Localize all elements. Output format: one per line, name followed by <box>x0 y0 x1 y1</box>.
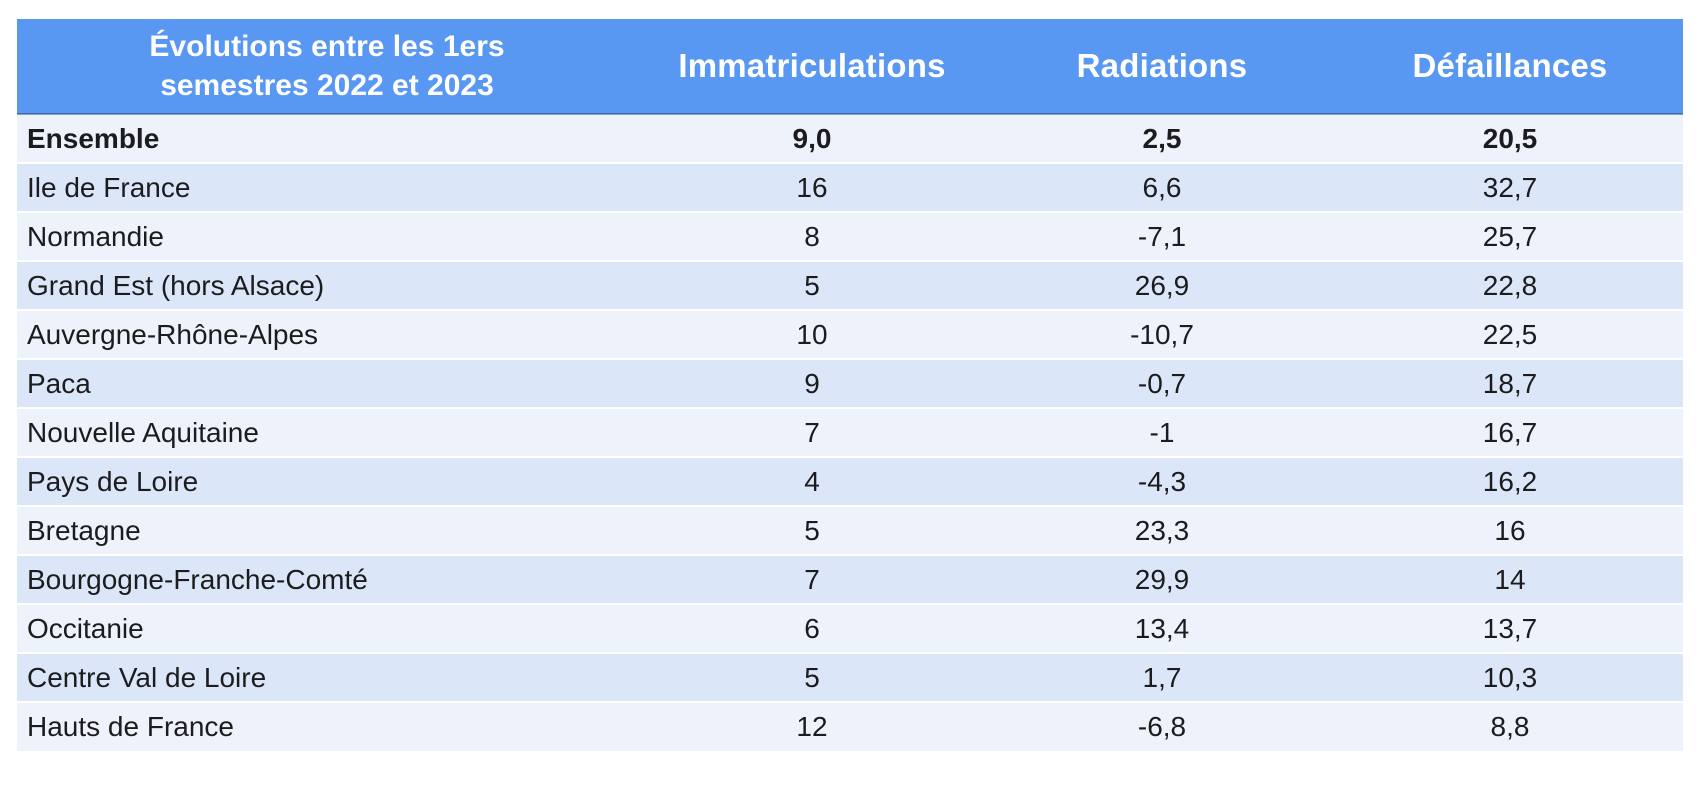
table-title: Évolutions entre les 1ers semestres 2022… <box>17 19 637 115</box>
value-cell: -1 <box>987 408 1337 458</box>
value-cell: 13,4 <box>987 604 1337 654</box>
region-label: Bretagne <box>17 506 637 556</box>
value-cell: 8,8 <box>1337 702 1683 751</box>
table-row: Paca 9 -0,7 18,7 <box>17 359 1683 409</box>
region-label: Hauts de France <box>17 702 637 751</box>
column-header-immatriculations: Immatriculations <box>637 19 987 115</box>
table-row: Grand Est (hors Alsace) 5 26,9 22,8 <box>17 261 1683 311</box>
value-cell: 9,0 <box>637 114 987 164</box>
value-cell: 12 <box>637 702 987 751</box>
value-cell: 23,3 <box>987 506 1337 556</box>
value-cell: -4,3 <box>987 457 1337 507</box>
region-label: Centre Val de Loire <box>17 653 637 703</box>
value-cell: 10 <box>637 310 987 360</box>
value-cell: 32,7 <box>1337 163 1683 213</box>
table-row: Occitanie 6 13,4 13,7 <box>17 604 1683 654</box>
table-row: Nouvelle Aquitaine 7 -1 16,7 <box>17 408 1683 458</box>
value-cell: -6,8 <box>987 702 1337 751</box>
table-row: Bretagne 5 23,3 16 <box>17 506 1683 556</box>
value-cell: 20,5 <box>1337 114 1683 164</box>
region-label: Normandie <box>17 212 637 262</box>
value-cell: 16,7 <box>1337 408 1683 458</box>
value-cell: 26,9 <box>987 261 1337 311</box>
value-cell: 16,2 <box>1337 457 1683 507</box>
value-cell: 22,5 <box>1337 310 1683 360</box>
table-row: Bourgogne-Franche-Comté 7 29,9 14 <box>17 555 1683 605</box>
value-cell: 5 <box>637 261 987 311</box>
value-cell: 10,3 <box>1337 653 1683 703</box>
value-cell: 18,7 <box>1337 359 1683 409</box>
value-cell: 1,7 <box>987 653 1337 703</box>
table-row: Hauts de France 12 -6,8 8,8 <box>17 702 1683 751</box>
value-cell: 5 <box>637 506 987 556</box>
table-row: Pays de Loire 4 -4,3 16,2 <box>17 457 1683 507</box>
value-cell: 29,9 <box>987 555 1337 605</box>
value-cell: 16 <box>1337 506 1683 556</box>
value-cell: -7,1 <box>987 212 1337 262</box>
value-cell: 2,5 <box>987 114 1337 164</box>
value-cell: 4 <box>637 457 987 507</box>
evolution-table: Évolutions entre les 1ers semestres 2022… <box>17 19 1683 751</box>
region-label: Ensemble <box>17 114 637 164</box>
region-label: Bourgogne-Franche-Comté <box>17 555 637 605</box>
value-cell: 7 <box>637 555 987 605</box>
region-label: Ile de France <box>17 163 637 213</box>
region-label: Nouvelle Aquitaine <box>17 408 637 458</box>
table-row: Ile de France 16 6,6 32,7 <box>17 163 1683 213</box>
column-header-defaillances: Défaillances <box>1337 19 1683 115</box>
value-cell: 9 <box>637 359 987 409</box>
table-title-text: Évolutions entre les 1ers semestres 2022… <box>149 30 505 102</box>
region-label: Pays de Loire <box>17 457 637 507</box>
table-row: Centre Val de Loire 5 1,7 10,3 <box>17 653 1683 703</box>
value-cell: 14 <box>1337 555 1683 605</box>
table-header-row: Évolutions entre les 1ers semestres 2022… <box>17 19 1683 115</box>
table-row: Ensemble 9,0 2,5 20,5 <box>17 114 1683 164</box>
column-header-radiations: Radiations <box>987 19 1337 115</box>
region-label: Grand Est (hors Alsace) <box>17 261 637 311</box>
evolution-table-container: Évolutions entre les 1ers semestres 2022… <box>17 19 1683 751</box>
value-cell: 8 <box>637 212 987 262</box>
value-cell: -10,7 <box>987 310 1337 360</box>
value-cell: 25,7 <box>1337 212 1683 262</box>
value-cell: 22,8 <box>1337 261 1683 311</box>
region-label: Occitanie <box>17 604 637 654</box>
region-label: Auvergne-Rhône-Alpes <box>17 310 637 360</box>
value-cell: 5 <box>637 653 987 703</box>
table-body: Ensemble 9,0 2,5 20,5 Ile de France 16 6,6 32,7… <box>17 114 1683 751</box>
value-cell: -0,7 <box>987 359 1337 409</box>
value-cell: 6,6 <box>987 163 1337 213</box>
value-cell: 16 <box>637 163 987 213</box>
table-row: Normandie 8 -7,1 25,7 <box>17 212 1683 262</box>
value-cell: 6 <box>637 604 987 654</box>
value-cell: 13,7 <box>1337 604 1683 654</box>
value-cell: 7 <box>637 408 987 458</box>
table-row: Auvergne-Rhône-Alpes 10 -10,7 22,5 <box>17 310 1683 360</box>
region-label: Paca <box>17 359 637 409</box>
